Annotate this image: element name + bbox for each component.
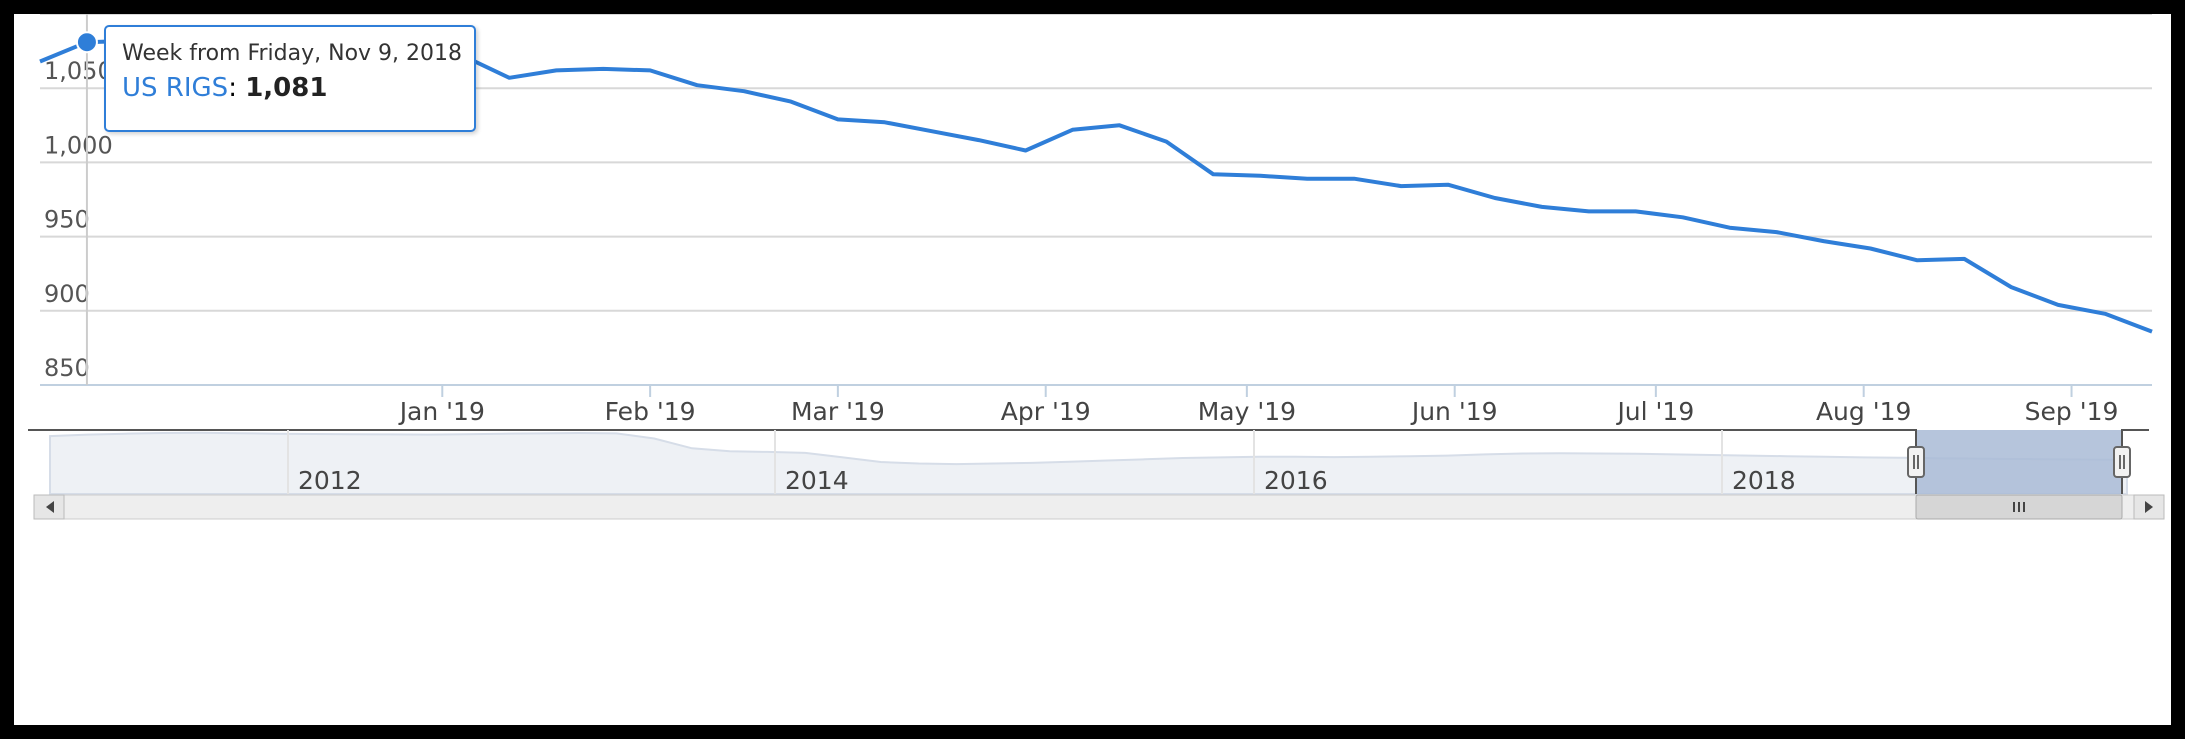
navigator-overview-area xyxy=(49,431,2128,495)
x-tick-label: Feb '19 xyxy=(605,397,696,426)
navigator-left-handle[interactable] xyxy=(1907,446,1925,478)
x-tick-label: May '19 xyxy=(1198,397,1296,426)
x-tick-label: Jul '19 xyxy=(1615,397,1694,426)
x-tick-label: Jun '19 xyxy=(1410,397,1498,426)
scrollbar-track[interactable] xyxy=(33,494,2165,520)
y-tick-label: 1,050 xyxy=(44,57,113,85)
chart-svg: 850 900 950 1,000 1,050 Jan '19 Feb '19 Mar '19… xyxy=(28,14,2165,520)
y-tick-label: 900 xyxy=(44,280,90,308)
navigator-year-label: 2018 xyxy=(1732,466,1796,495)
tooltip-separator: : xyxy=(228,73,246,103)
y-tick-label: 950 xyxy=(44,206,90,234)
hovered-point-marker[interactable] xyxy=(75,31,98,54)
tooltip-title: Week from Friday, Nov 9, 2018 xyxy=(122,41,463,66)
x-tick-label: Apr '19 xyxy=(1001,397,1091,426)
navigator-year-label: 2012 xyxy=(298,466,362,495)
chevron-left-icon xyxy=(46,501,54,513)
navigator-right-handle[interactable] xyxy=(2113,446,2131,478)
x-tick-label: Aug '19 xyxy=(1816,397,1911,426)
y-tick-label: 1,000 xyxy=(44,131,113,159)
navigator-selected-range[interactable] xyxy=(1916,430,2122,494)
navigator-year-label: 2014 xyxy=(785,466,849,495)
tooltip-series-name: US RIGS xyxy=(122,73,229,103)
x-tick-label: Mar '19 xyxy=(791,397,885,426)
tooltip-line: US RIGS: 1,081 xyxy=(122,69,458,107)
chart-frame: 850 900 950 1,000 1,050 Jan '19 Feb '19 Mar '19… xyxy=(14,14,2171,725)
tooltip-value: 1,081 xyxy=(245,73,328,103)
y-tick-label: 850 xyxy=(44,354,90,382)
chart-tooltip: Week from Friday, Nov 9, 2018 US RIGS: 1… xyxy=(104,25,476,132)
chevron-right-icon xyxy=(2145,501,2153,513)
x-tick-label: Jan '19 xyxy=(398,397,485,426)
x-tick-label: Sep '19 xyxy=(2025,397,2119,426)
navigator-year-label: 2016 xyxy=(1264,466,1328,495)
